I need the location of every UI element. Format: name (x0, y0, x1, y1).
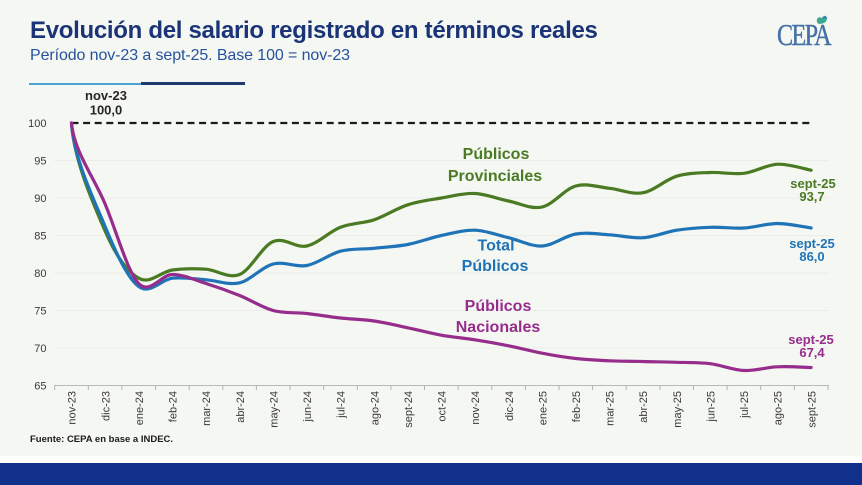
svg-text:sept-25: sept-25 (790, 176, 836, 191)
svg-text:Públicos: Públicos (462, 258, 529, 275)
svg-text:dic-24: dic-24 (504, 391, 516, 421)
svg-text:nov-23: nov-23 (85, 88, 127, 103)
svg-text:86,0: 86,0 (799, 249, 824, 264)
svg-text:sept-24: sept-24 (403, 391, 415, 428)
svg-text:Provinciales: Provinciales (448, 168, 542, 185)
svg-text:jul-24: jul-24 (336, 391, 348, 419)
svg-text:Públicos: Públicos (463, 146, 530, 163)
svg-text:abr-24: abr-24 (235, 391, 247, 423)
svg-text:feb-24: feb-24 (168, 391, 180, 422)
svg-text:ene-24: ene-24 (134, 391, 146, 425)
svg-text:feb-25: feb-25 (571, 391, 583, 422)
svg-text:70: 70 (34, 343, 46, 355)
svg-text:ene-25: ene-25 (537, 391, 549, 425)
svg-text:sept-25: sept-25 (788, 332, 834, 347)
svg-text:jun-24: jun-24 (302, 391, 314, 423)
svg-text:67,4: 67,4 (799, 345, 825, 360)
svg-text:100,0: 100,0 (90, 103, 123, 118)
svg-text:95: 95 (34, 156, 46, 168)
svg-text:Nacionales: Nacionales (456, 319, 541, 336)
svg-text:93,7: 93,7 (799, 189, 824, 204)
svg-text:abr-25: abr-25 (638, 391, 650, 423)
svg-text:may-25: may-25 (672, 391, 684, 428)
svg-text:ago-25: ago-25 (773, 391, 785, 425)
svg-text:nov-23: nov-23 (67, 391, 79, 425)
svg-text:ago-24: ago-24 (369, 391, 381, 425)
svg-text:Total: Total (477, 238, 514, 255)
svg-text:80: 80 (34, 268, 46, 280)
svg-text:oct-24: oct-24 (437, 391, 449, 422)
svg-text:sept-25: sept-25 (789, 236, 835, 251)
svg-text:may-24: may-24 (268, 391, 280, 428)
svg-text:Públicos: Públicos (465, 298, 532, 315)
svg-text:mar-24: mar-24 (201, 391, 213, 426)
svg-text:75: 75 (34, 306, 46, 318)
svg-text:jul-25: jul-25 (739, 391, 751, 419)
svg-text:90: 90 (34, 193, 46, 205)
svg-text:sept-25: sept-25 (806, 391, 818, 428)
svg-text:85: 85 (34, 231, 46, 243)
svg-text:nov-24: nov-24 (470, 391, 482, 425)
svg-text:dic-23: dic-23 (100, 391, 112, 421)
svg-text:65: 65 (34, 381, 46, 393)
svg-text:mar-25: mar-25 (605, 391, 617, 426)
svg-text:CEPA: CEPA (777, 18, 832, 53)
svg-text:jun-25: jun-25 (706, 391, 718, 423)
svg-text:100: 100 (28, 118, 46, 130)
